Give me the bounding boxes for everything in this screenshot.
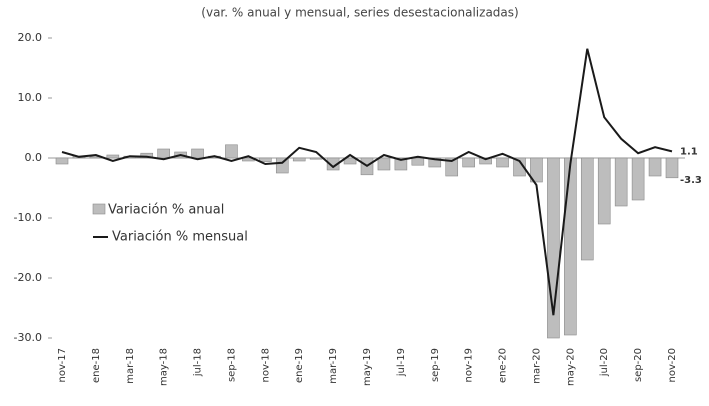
y-tick-label: -20.0 [14, 271, 42, 284]
x-tick-label: nov-17 [57, 348, 68, 382]
x-tick-label: nov-20 [667, 348, 678, 382]
x-tick-label: mar-20 [531, 348, 542, 384]
bar [648, 157, 662, 177]
bar [462, 157, 475, 168]
y-tick-label: 0.0 [25, 151, 43, 164]
chart-title: (var. % anual y mensual, series desestac… [201, 6, 518, 20]
bar [614, 157, 628, 207]
bar [564, 157, 577, 336]
legend-swatch [92, 203, 106, 215]
x-tick-label: mar-18 [125, 348, 136, 384]
x-tick-label: ene-20 [498, 348, 509, 383]
x-tick-label: sep-19 [430, 348, 441, 382]
bar [275, 157, 289, 174]
x-tick-label: may-18 [159, 348, 170, 386]
bar [496, 157, 509, 168]
bar [292, 157, 306, 162]
x-tick-label: ene-19 [294, 348, 305, 383]
value-label: 1.1 [680, 146, 698, 157]
value-label: -3.3 [680, 175, 702, 186]
x-tick-label: ene-18 [91, 348, 102, 383]
x-tick-label: may-19 [362, 348, 373, 386]
bar [225, 144, 238, 159]
bar [631, 157, 645, 201]
x-tick-label: mar-19 [328, 348, 339, 384]
x-tick-label: may-20 [565, 348, 576, 386]
x-tick-label: sep-18 [226, 348, 237, 382]
bar [530, 157, 543, 183]
bar [665, 157, 679, 179]
bar [597, 157, 611, 225]
bar [580, 157, 594, 261]
y-tick-label: 10.0 [18, 91, 43, 104]
bar [55, 157, 69, 165]
bar [377, 157, 391, 171]
bar [411, 157, 425, 166]
y-tick-label: -30.0 [14, 331, 42, 344]
bar [106, 154, 120, 159]
x-tick-label: nov-18 [260, 348, 271, 382]
bar [343, 157, 357, 165]
bar [326, 157, 340, 171]
y-tick-label: 20.0 [18, 31, 43, 44]
x-tick-label: nov-19 [464, 348, 475, 382]
bar [259, 157, 272, 162]
bar [445, 157, 459, 177]
bar [479, 157, 492, 165]
x-tick-label: jul-19 [396, 348, 407, 377]
bar [428, 157, 442, 168]
bar [309, 157, 323, 160]
bar [157, 148, 170, 159]
x-tick-label: sep-20 [633, 348, 644, 382]
bar [191, 148, 204, 159]
line [61, 48, 673, 316]
x-tick-label: jul-20 [599, 348, 610, 377]
legend-label: Variación % mensual [112, 230, 248, 245]
x-tick-label: jul-18 [193, 348, 204, 377]
bar [394, 157, 408, 171]
y-tick-label: -10.0 [14, 211, 42, 224]
legend-label: Variación % anual [108, 203, 224, 218]
bar [513, 157, 526, 177]
